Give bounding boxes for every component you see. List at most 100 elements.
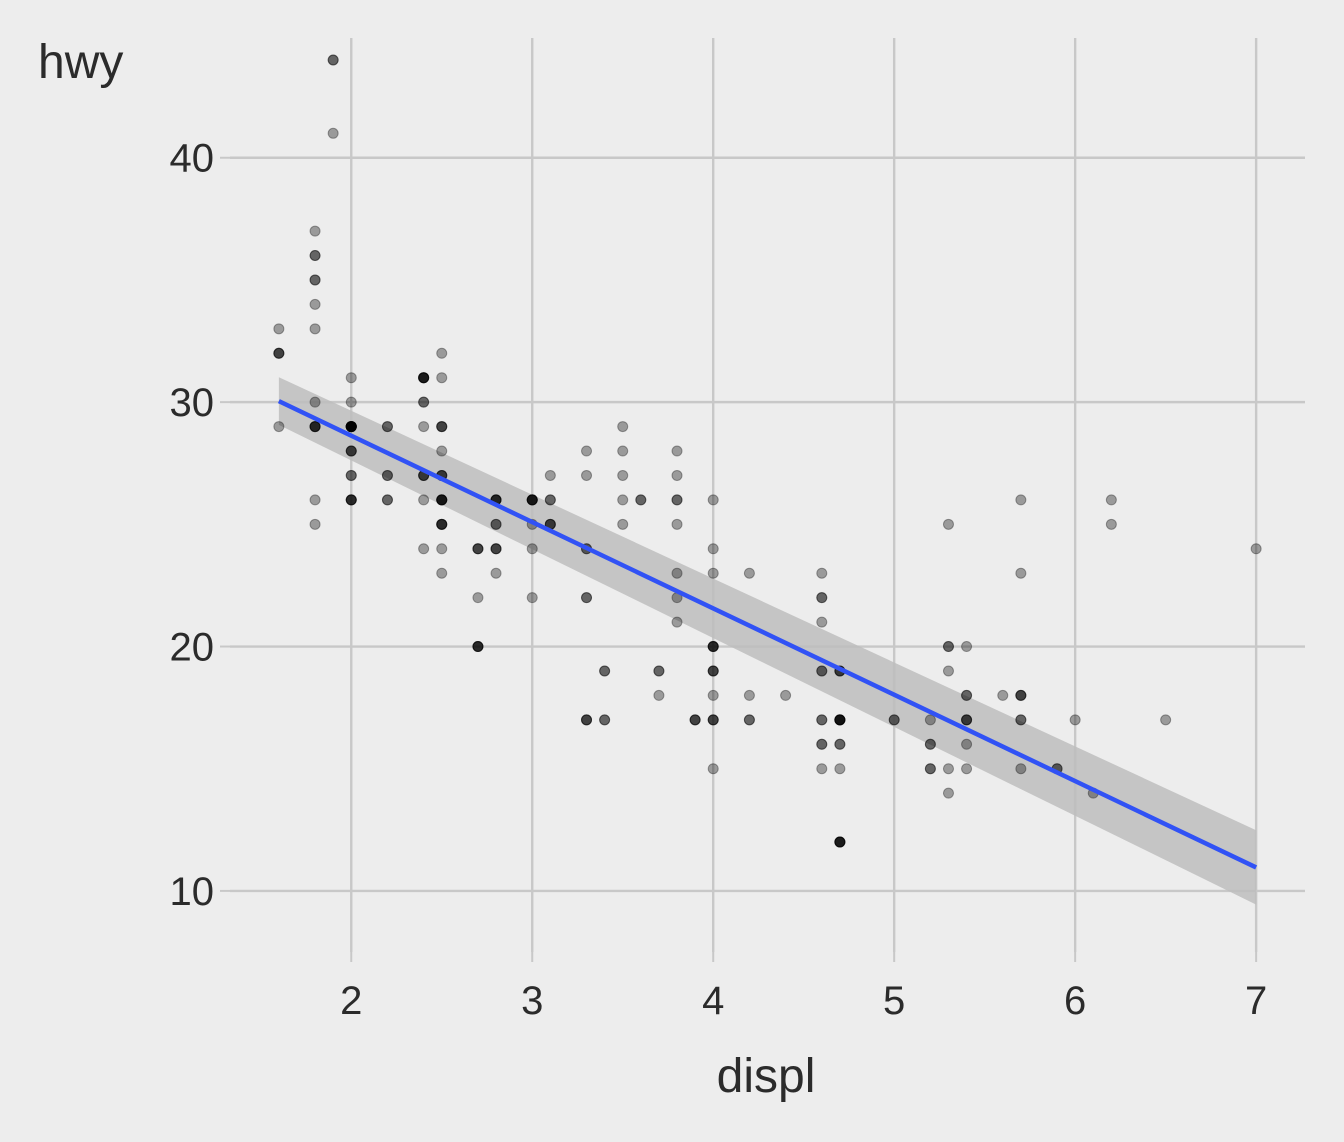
data-point <box>961 641 973 653</box>
y-tick-label: 30 <box>170 381 215 425</box>
data-point <box>707 714 719 726</box>
data-point <box>581 445 593 457</box>
data-point <box>418 372 430 384</box>
data-point <box>834 714 846 726</box>
data-point <box>816 567 828 579</box>
data-point <box>381 421 393 433</box>
data-point <box>581 714 593 726</box>
data-point <box>309 421 321 433</box>
data-point <box>418 372 430 384</box>
data-point <box>924 738 936 750</box>
data-point <box>961 689 973 701</box>
data-point <box>345 421 357 433</box>
data-point <box>961 714 973 726</box>
data-point <box>1015 714 1027 726</box>
data-point <box>743 567 755 579</box>
data-point <box>526 494 538 506</box>
data-point <box>472 543 484 555</box>
data-point <box>544 494 556 506</box>
data-point <box>834 836 846 848</box>
data-point <box>743 714 755 726</box>
data-point <box>381 421 393 433</box>
data-point <box>816 665 828 677</box>
data-point <box>345 469 357 481</box>
data-point <box>1069 714 1081 726</box>
data-point <box>961 763 973 775</box>
data-point <box>345 445 357 457</box>
data-point <box>381 494 393 506</box>
data-point <box>436 494 448 506</box>
data-point <box>1250 543 1262 555</box>
data-point <box>707 641 719 653</box>
data-point <box>924 763 936 775</box>
data-point <box>834 714 846 726</box>
data-point <box>345 421 357 433</box>
data-point <box>273 347 285 359</box>
data-point <box>707 641 719 653</box>
data-point <box>309 250 321 262</box>
data-point <box>526 494 538 506</box>
data-point <box>780 689 792 701</box>
data-point <box>418 421 430 433</box>
data-point <box>436 494 448 506</box>
data-point <box>707 567 719 579</box>
data-point <box>581 714 593 726</box>
data-point <box>942 665 954 677</box>
data-point <box>381 494 393 506</box>
data-point <box>707 714 719 726</box>
data-point <box>942 763 954 775</box>
data-point <box>526 494 538 506</box>
data-point <box>327 54 339 66</box>
x-tick-label: 5 <box>883 979 905 1023</box>
confidence-band-group <box>278 377 1257 905</box>
x-tick-label: 6 <box>1064 979 1086 1023</box>
data-point <box>816 592 828 604</box>
data-point <box>942 641 954 653</box>
data-point <box>418 494 430 506</box>
data-point <box>635 494 647 506</box>
data-point <box>617 494 629 506</box>
data-point <box>942 518 954 530</box>
data-point <box>436 421 448 433</box>
data-point <box>671 616 683 628</box>
data-point <box>1015 689 1027 701</box>
data-point <box>345 421 357 433</box>
data-point <box>490 518 502 530</box>
data-point <box>490 543 502 555</box>
fit-line <box>277 399 1258 870</box>
x-tick-label: 7 <box>1245 979 1267 1023</box>
data-point <box>1105 494 1117 506</box>
data-point <box>689 714 701 726</box>
data-point <box>381 469 393 481</box>
data-point <box>888 714 900 726</box>
data-point <box>635 494 647 506</box>
data-point <box>418 396 430 408</box>
data-point <box>671 518 683 530</box>
data-point <box>327 54 339 66</box>
data-point <box>345 494 357 506</box>
data-point <box>1015 714 1027 726</box>
data-point <box>345 421 357 433</box>
y-tick-label: 20 <box>170 626 215 670</box>
data-point <box>490 543 502 555</box>
data-point <box>707 494 719 506</box>
y-tick-label: 10 <box>170 870 215 914</box>
data-point <box>1015 689 1027 701</box>
data-point <box>924 763 936 775</box>
data-point <box>961 714 973 726</box>
fit-line-group <box>277 399 1258 870</box>
data-point <box>345 421 357 433</box>
data-point <box>418 372 430 384</box>
data-point <box>436 518 448 530</box>
data-point <box>599 665 611 677</box>
data-point <box>309 494 321 506</box>
data-point <box>581 592 593 604</box>
data-point <box>961 738 973 750</box>
data-point <box>418 543 430 555</box>
data-point <box>436 494 448 506</box>
data-point <box>707 543 719 555</box>
data-point <box>436 421 448 433</box>
data-point <box>617 421 629 433</box>
data-point <box>617 518 629 530</box>
